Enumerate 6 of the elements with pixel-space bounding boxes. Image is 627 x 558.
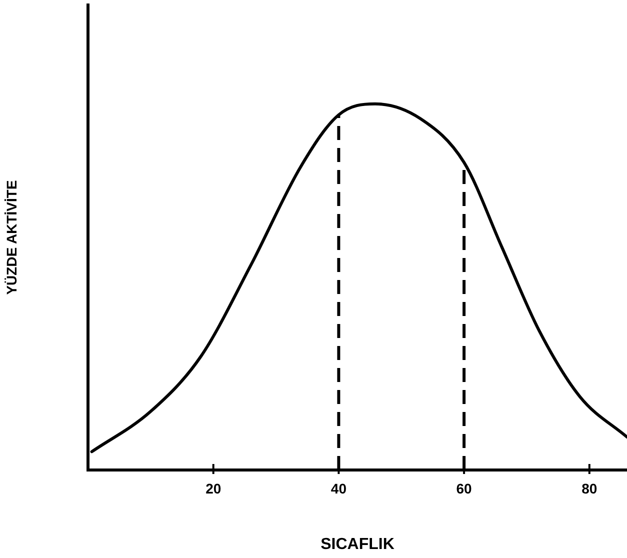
x-tick-label: 60 [456,480,472,496]
x-tick-label: 80 [582,480,598,496]
x-tick-label: 20 [206,480,222,496]
y-axis-title: YÜZDE AKTİVİTE [3,180,20,295]
x-axis-title: SICAFLIK [320,536,395,553]
x-tick-label: 40 [330,480,347,496]
